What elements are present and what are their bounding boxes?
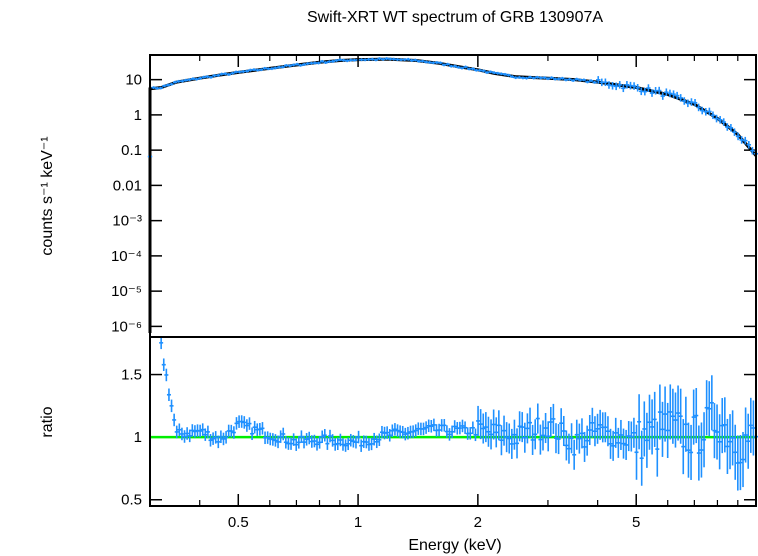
spectrum-frame: [149, 54, 757, 338]
y-tick-label: 1.5: [121, 367, 142, 384]
ratio-frame: [149, 336, 757, 507]
y-tick-label: 0.1: [121, 142, 142, 159]
spectrum-ticks: 10 1 0.1 0.01 10⁻³ 10⁻⁴ 10⁻⁵ 10⁻⁶: [111, 55, 756, 506]
y-tick-label: 10⁻⁶: [111, 318, 142, 335]
model-curve: [148, 57, 758, 333]
y-tick-label: 10⁻³: [112, 213, 142, 230]
y-tick-label: 0.5: [121, 492, 142, 509]
spectrum-y-axis-label: counts s⁻¹ keV⁻¹: [39, 136, 56, 255]
y-tick-label: 10: [125, 72, 142, 89]
chart-title: Swift-XRT WT spectrum of GRB 130907A: [307, 9, 603, 26]
ratio-points: [159, 336, 758, 491]
data-points: [147, 57, 758, 158]
y-tick-label: 10⁻⁵: [111, 283, 142, 300]
y-tick-label: 10⁻⁴: [111, 248, 142, 265]
ratio-panel: 1.5 1 0.5 0.5 1 2 5: [121, 55, 758, 531]
ratio-ticks: 1.5 1 0.5 0.5 1 2 5: [121, 55, 756, 531]
ratio-y-axis-label: ratio: [39, 406, 56, 437]
y-tick-label: 1: [134, 429, 142, 446]
model-line: [148, 57, 758, 333]
x-axis-label: Energy (keV): [408, 537, 501, 554]
x-tick-label: 0.5: [228, 514, 249, 531]
y-tick-label: 0.01: [113, 177, 142, 194]
y-tick-label: 1: [134, 107, 142, 124]
x-tick-label: 5: [632, 514, 640, 531]
x-tick-label: 1: [354, 514, 362, 531]
x-tick-label: 2: [474, 514, 482, 531]
spectrum-panel: 10 1 0.1 0.01 10⁻³ 10⁻⁴ 10⁻⁵ 10⁻⁶: [111, 54, 758, 506]
